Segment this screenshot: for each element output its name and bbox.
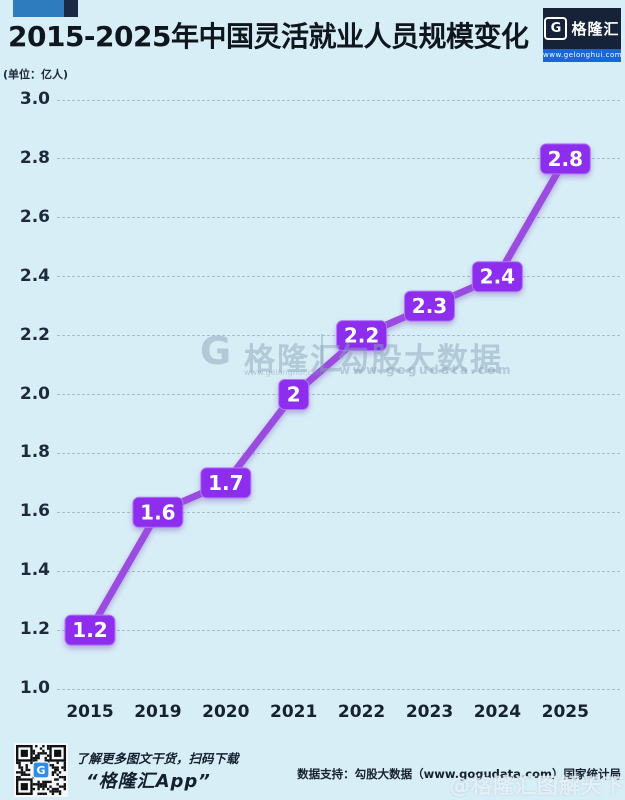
y-tick-label: 2.8 bbox=[19, 147, 50, 168]
grid-line bbox=[57, 276, 620, 278]
x-tick-label: 2019 bbox=[134, 702, 182, 722]
qr-code: G bbox=[14, 743, 68, 797]
qr-caption-line1: 了解更多图文干货，扫码下载 bbox=[76, 751, 239, 766]
y-tick-label: 1.4 bbox=[19, 560, 50, 581]
svg-text:2.3: 2.3 bbox=[412, 294, 447, 318]
page-title: 2015-2025年中国灵活就业人员规模变化 bbox=[8, 20, 529, 53]
watermark-partner: 勾股大数据 bbox=[338, 342, 503, 378]
watermark-divider bbox=[321, 334, 323, 364]
x-tick-label: 2022 bbox=[337, 702, 386, 722]
logo-brand-name: 格隆汇 bbox=[571, 20, 620, 38]
qr-caption-line2: “格隆汇App” bbox=[86, 771, 211, 792]
data-source-note: 数据支持：勾股大数据（www.gogudata.com）国家统计局 bbox=[297, 767, 621, 781]
x-tick-label: 2020 bbox=[202, 702, 250, 722]
data-point-label: 1.7 bbox=[200, 467, 252, 499]
grid-line bbox=[57, 511, 620, 513]
grid-line bbox=[57, 688, 620, 690]
logo-main-row: G 格隆汇 bbox=[543, 8, 621, 49]
data-point-label: 2.3 bbox=[404, 290, 455, 322]
watermark-brand: 格隆汇 bbox=[244, 342, 343, 378]
x-tick-label: 2021 bbox=[270, 702, 318, 722]
y-tick-label: 1.6 bbox=[19, 501, 50, 522]
qr-center-logo-icon bbox=[32, 761, 50, 779]
grid-line bbox=[57, 570, 620, 572]
bottom-watermark: @格隆汇图解天下 bbox=[449, 774, 625, 798]
y-tick-label: 3.0 bbox=[19, 89, 50, 109]
y-tick-label: 1.8 bbox=[19, 442, 50, 463]
grid-line bbox=[57, 158, 620, 160]
logo-g-icon: G bbox=[544, 17, 568, 40]
watermark-brand-url: www.gelonghui.com bbox=[244, 368, 325, 377]
header-decoration-blue bbox=[13, 0, 64, 17]
watermark-partner-url: www.gogudata.com bbox=[339, 363, 513, 377]
grid-line bbox=[57, 99, 620, 101]
svg-text:G: G bbox=[36, 764, 45, 777]
x-tick-label: 2025 bbox=[541, 702, 589, 722]
unit-label: (单位：亿人) bbox=[3, 68, 69, 81]
y-tick-label: 1.2 bbox=[19, 619, 50, 640]
x-tick-label: 2024 bbox=[473, 702, 522, 722]
grid-line bbox=[57, 452, 620, 454]
grid-line bbox=[57, 629, 620, 631]
grid-line bbox=[57, 217, 620, 219]
watermark-logo-icon: G bbox=[200, 329, 232, 373]
svg-text:1.7: 1.7 bbox=[208, 471, 243, 495]
x-tick-label: 2015 bbox=[66, 702, 114, 722]
grid-line bbox=[57, 394, 620, 395]
logo-url: www.gelonghui.com bbox=[543, 49, 622, 62]
y-tick-label: 2.0 bbox=[19, 383, 50, 404]
y-tick-label: 2.2 bbox=[19, 324, 50, 345]
header-decoration-navy bbox=[64, 0, 78, 17]
y-tick-label: 2.6 bbox=[19, 206, 50, 227]
x-tick-label: 2023 bbox=[405, 702, 454, 722]
y-tick-label: 1.0 bbox=[19, 678, 50, 698]
gelonghui-logo: G 格隆汇 www.gelonghui.com bbox=[543, 8, 622, 62]
y-tick-label: 2.4 bbox=[19, 265, 50, 286]
